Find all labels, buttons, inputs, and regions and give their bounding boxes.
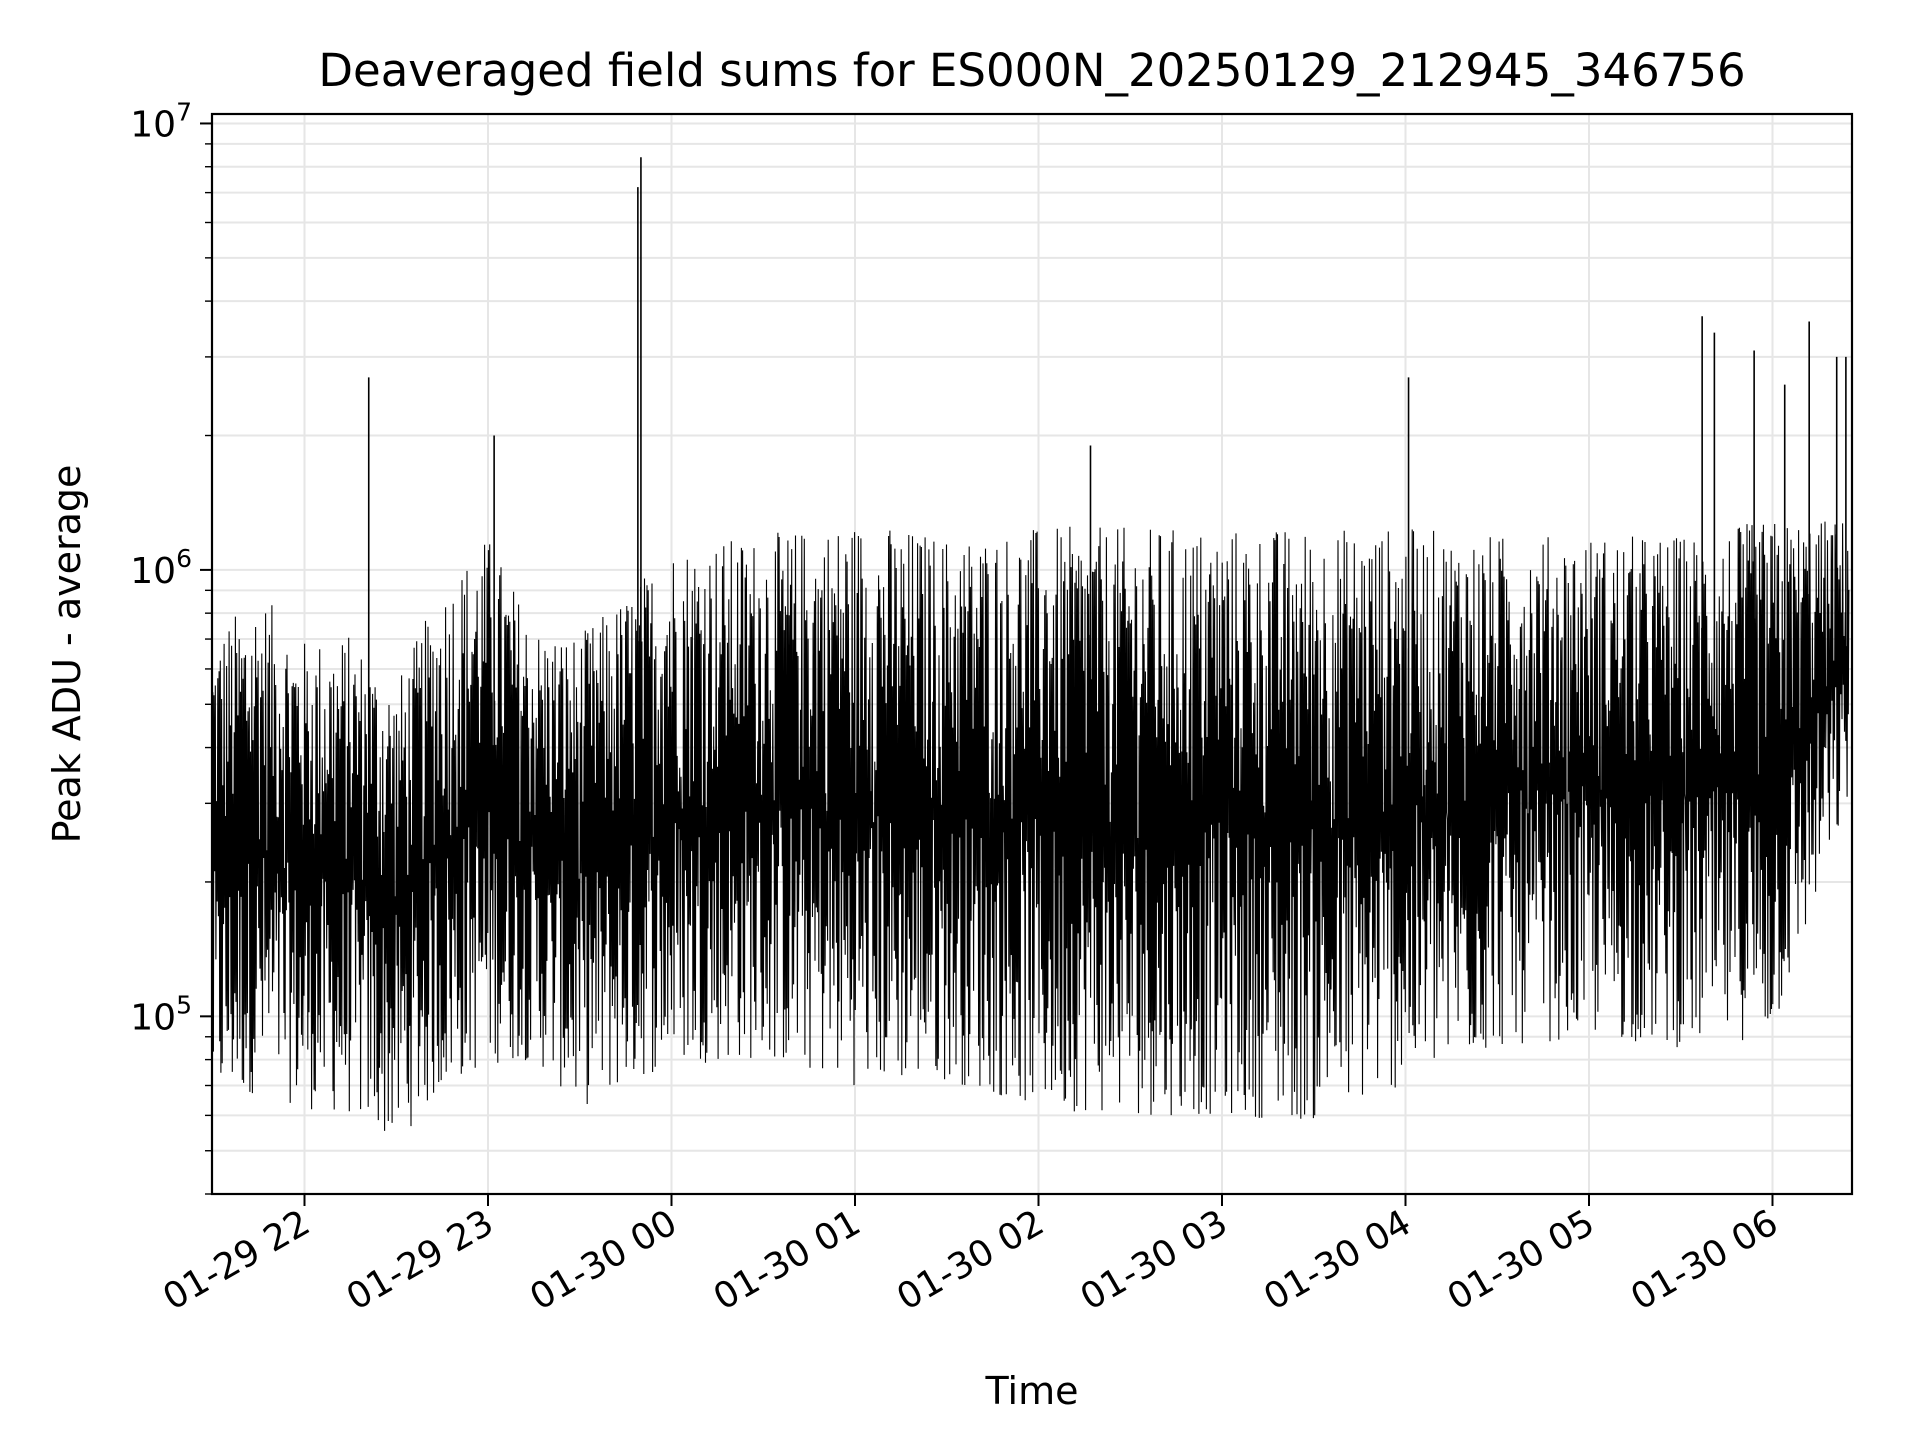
plot-frame	[210, 112, 1854, 1196]
y-tick-label: 106	[130, 544, 192, 592]
y-tick-label: 105	[130, 990, 192, 1038]
chart-title: Deaveraged field sums for ES000N_2025012…	[318, 44, 1745, 97]
y-tick-label: 107	[130, 97, 192, 145]
series-line	[212, 521, 1850, 1131]
data-series	[212, 157, 1850, 1131]
y-axis-label: Peak ADU - average	[45, 465, 89, 844]
x-axis-label: Time	[985, 1369, 1079, 1413]
